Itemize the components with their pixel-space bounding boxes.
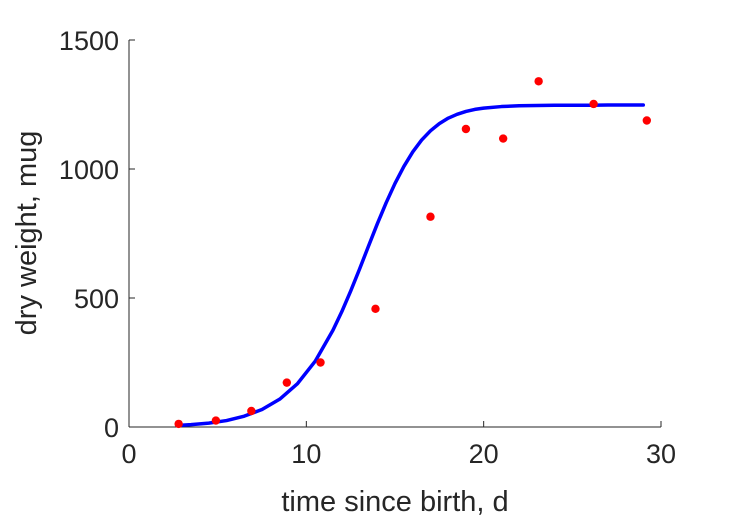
axes [128, 40, 661, 428]
data-point [534, 77, 543, 86]
plot-area [174, 77, 652, 429]
data-point [371, 304, 380, 314]
ticks: 0 10 20 30 0 500 1000 1500 [59, 26, 676, 469]
data-point [282, 378, 292, 387]
data-point [316, 358, 325, 367]
data-point [211, 416, 221, 425]
y-axis-label: dry weight, mug [11, 131, 43, 336]
data-point [174, 419, 183, 429]
x-tick-label: 0 [121, 439, 136, 469]
x-axis-label: time since birth, d [281, 486, 508, 518]
data-point [426, 212, 435, 221]
data-point [247, 406, 256, 416]
x-tick-label: 10 [291, 439, 321, 469]
y-tick-label: 500 [74, 284, 119, 314]
data-point [589, 99, 598, 109]
data-point [461, 124, 471, 134]
data-point [498, 134, 508, 143]
fit-curve [175, 103, 646, 428]
y-tick-label: 0 [104, 413, 119, 443]
x-tick-label: 30 [646, 439, 676, 469]
y-tick-label: 1500 [59, 26, 119, 56]
data-point [642, 116, 652, 125]
y-tick-label: 1000 [59, 155, 119, 185]
x-tick-label: 20 [469, 439, 499, 469]
